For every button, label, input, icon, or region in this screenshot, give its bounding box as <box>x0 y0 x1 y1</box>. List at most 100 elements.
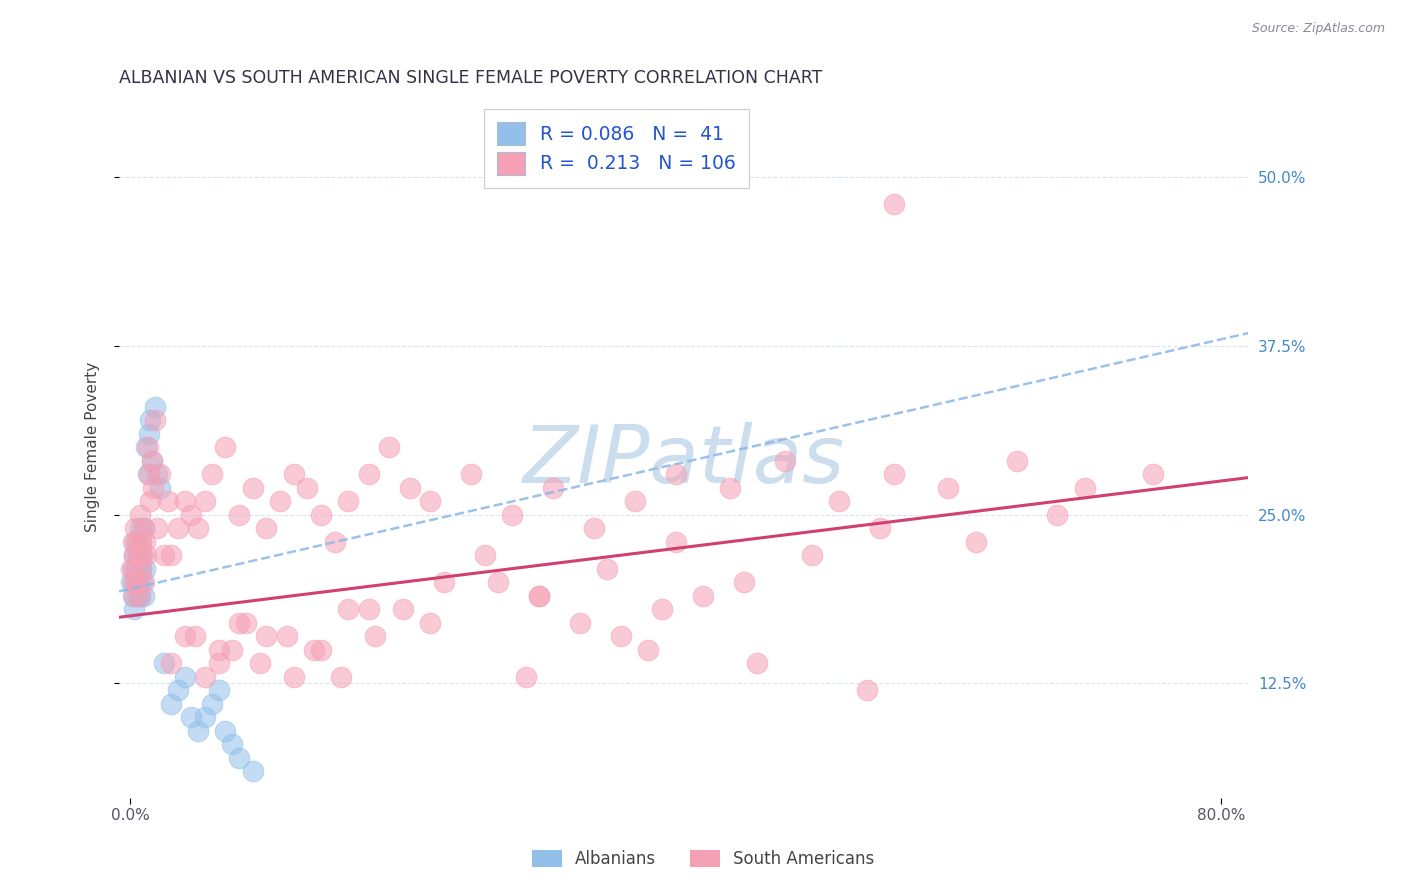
Point <box>153 548 176 562</box>
Point <box>207 656 229 670</box>
Point <box>129 562 152 576</box>
Point <box>242 481 264 495</box>
Point <box>651 602 673 616</box>
Point <box>121 575 143 590</box>
Point <box>309 642 332 657</box>
Point <box>337 494 360 508</box>
Point <box>160 697 183 711</box>
Point <box>221 737 243 751</box>
Point <box>141 454 163 468</box>
Point <box>143 413 166 427</box>
Point <box>121 589 143 603</box>
Point <box>1142 467 1164 482</box>
Point <box>283 670 305 684</box>
Point <box>596 562 619 576</box>
Point <box>254 521 277 535</box>
Text: Source: ZipAtlas.com: Source: ZipAtlas.com <box>1251 22 1385 36</box>
Point <box>855 683 877 698</box>
Point <box>515 670 537 684</box>
Point <box>128 508 150 522</box>
Point <box>166 521 188 535</box>
Point <box>527 589 550 603</box>
Point <box>129 562 152 576</box>
Point <box>733 575 755 590</box>
Point <box>121 534 143 549</box>
Point <box>323 534 346 549</box>
Point <box>129 534 152 549</box>
Point <box>127 575 149 590</box>
Point <box>582 521 605 535</box>
Point <box>122 589 145 603</box>
Point <box>391 602 413 616</box>
Point <box>221 642 243 657</box>
Legend: Albanians, South Americans: Albanians, South Americans <box>523 842 883 877</box>
Point <box>146 521 169 535</box>
Point <box>214 723 236 738</box>
Point <box>122 548 145 562</box>
Point <box>357 467 380 482</box>
Point <box>637 642 659 657</box>
Point <box>142 481 165 495</box>
Point <box>235 615 257 630</box>
Point <box>132 521 155 535</box>
Point <box>128 589 150 603</box>
Point <box>527 589 550 603</box>
Point <box>138 426 160 441</box>
Point <box>125 562 148 576</box>
Point <box>120 575 142 590</box>
Point <box>157 494 180 508</box>
Point <box>122 548 145 562</box>
Point <box>302 642 325 657</box>
Point <box>194 710 217 724</box>
Point <box>125 589 148 603</box>
Point <box>883 197 905 211</box>
Point <box>194 670 217 684</box>
Point <box>623 494 645 508</box>
Y-axis label: Single Female Poverty: Single Female Poverty <box>86 362 100 533</box>
Point <box>419 494 441 508</box>
Point <box>160 548 183 562</box>
Point <box>135 440 157 454</box>
Point <box>541 481 564 495</box>
Point <box>128 521 150 535</box>
Point <box>139 494 162 508</box>
Point <box>180 710 202 724</box>
Point <box>132 521 155 535</box>
Point <box>124 575 146 590</box>
Point <box>249 656 271 670</box>
Point <box>228 750 250 764</box>
Point <box>297 481 319 495</box>
Point <box>718 481 741 495</box>
Point <box>127 548 149 562</box>
Point <box>122 602 145 616</box>
Point <box>828 494 851 508</box>
Point <box>131 548 153 562</box>
Point <box>330 670 353 684</box>
Point <box>138 467 160 482</box>
Point <box>1005 454 1028 468</box>
Point <box>398 481 420 495</box>
Point <box>378 440 401 454</box>
Point <box>1046 508 1069 522</box>
Point <box>134 562 156 576</box>
Point <box>460 467 482 482</box>
Point <box>201 467 224 482</box>
Point <box>228 615 250 630</box>
Point <box>433 575 456 590</box>
Point <box>136 440 159 454</box>
Point <box>474 548 496 562</box>
Legend: R = 0.086   N =  41, R =  0.213   N = 106: R = 0.086 N = 41, R = 0.213 N = 106 <box>484 110 749 188</box>
Point <box>664 467 686 482</box>
Point <box>128 589 150 603</box>
Point <box>936 481 959 495</box>
Point <box>129 534 152 549</box>
Point <box>120 562 142 576</box>
Point <box>135 548 157 562</box>
Point <box>276 629 298 643</box>
Point <box>419 615 441 630</box>
Point <box>173 629 195 643</box>
Point <box>153 656 176 670</box>
Point <box>228 508 250 522</box>
Point <box>254 629 277 643</box>
Point <box>125 534 148 549</box>
